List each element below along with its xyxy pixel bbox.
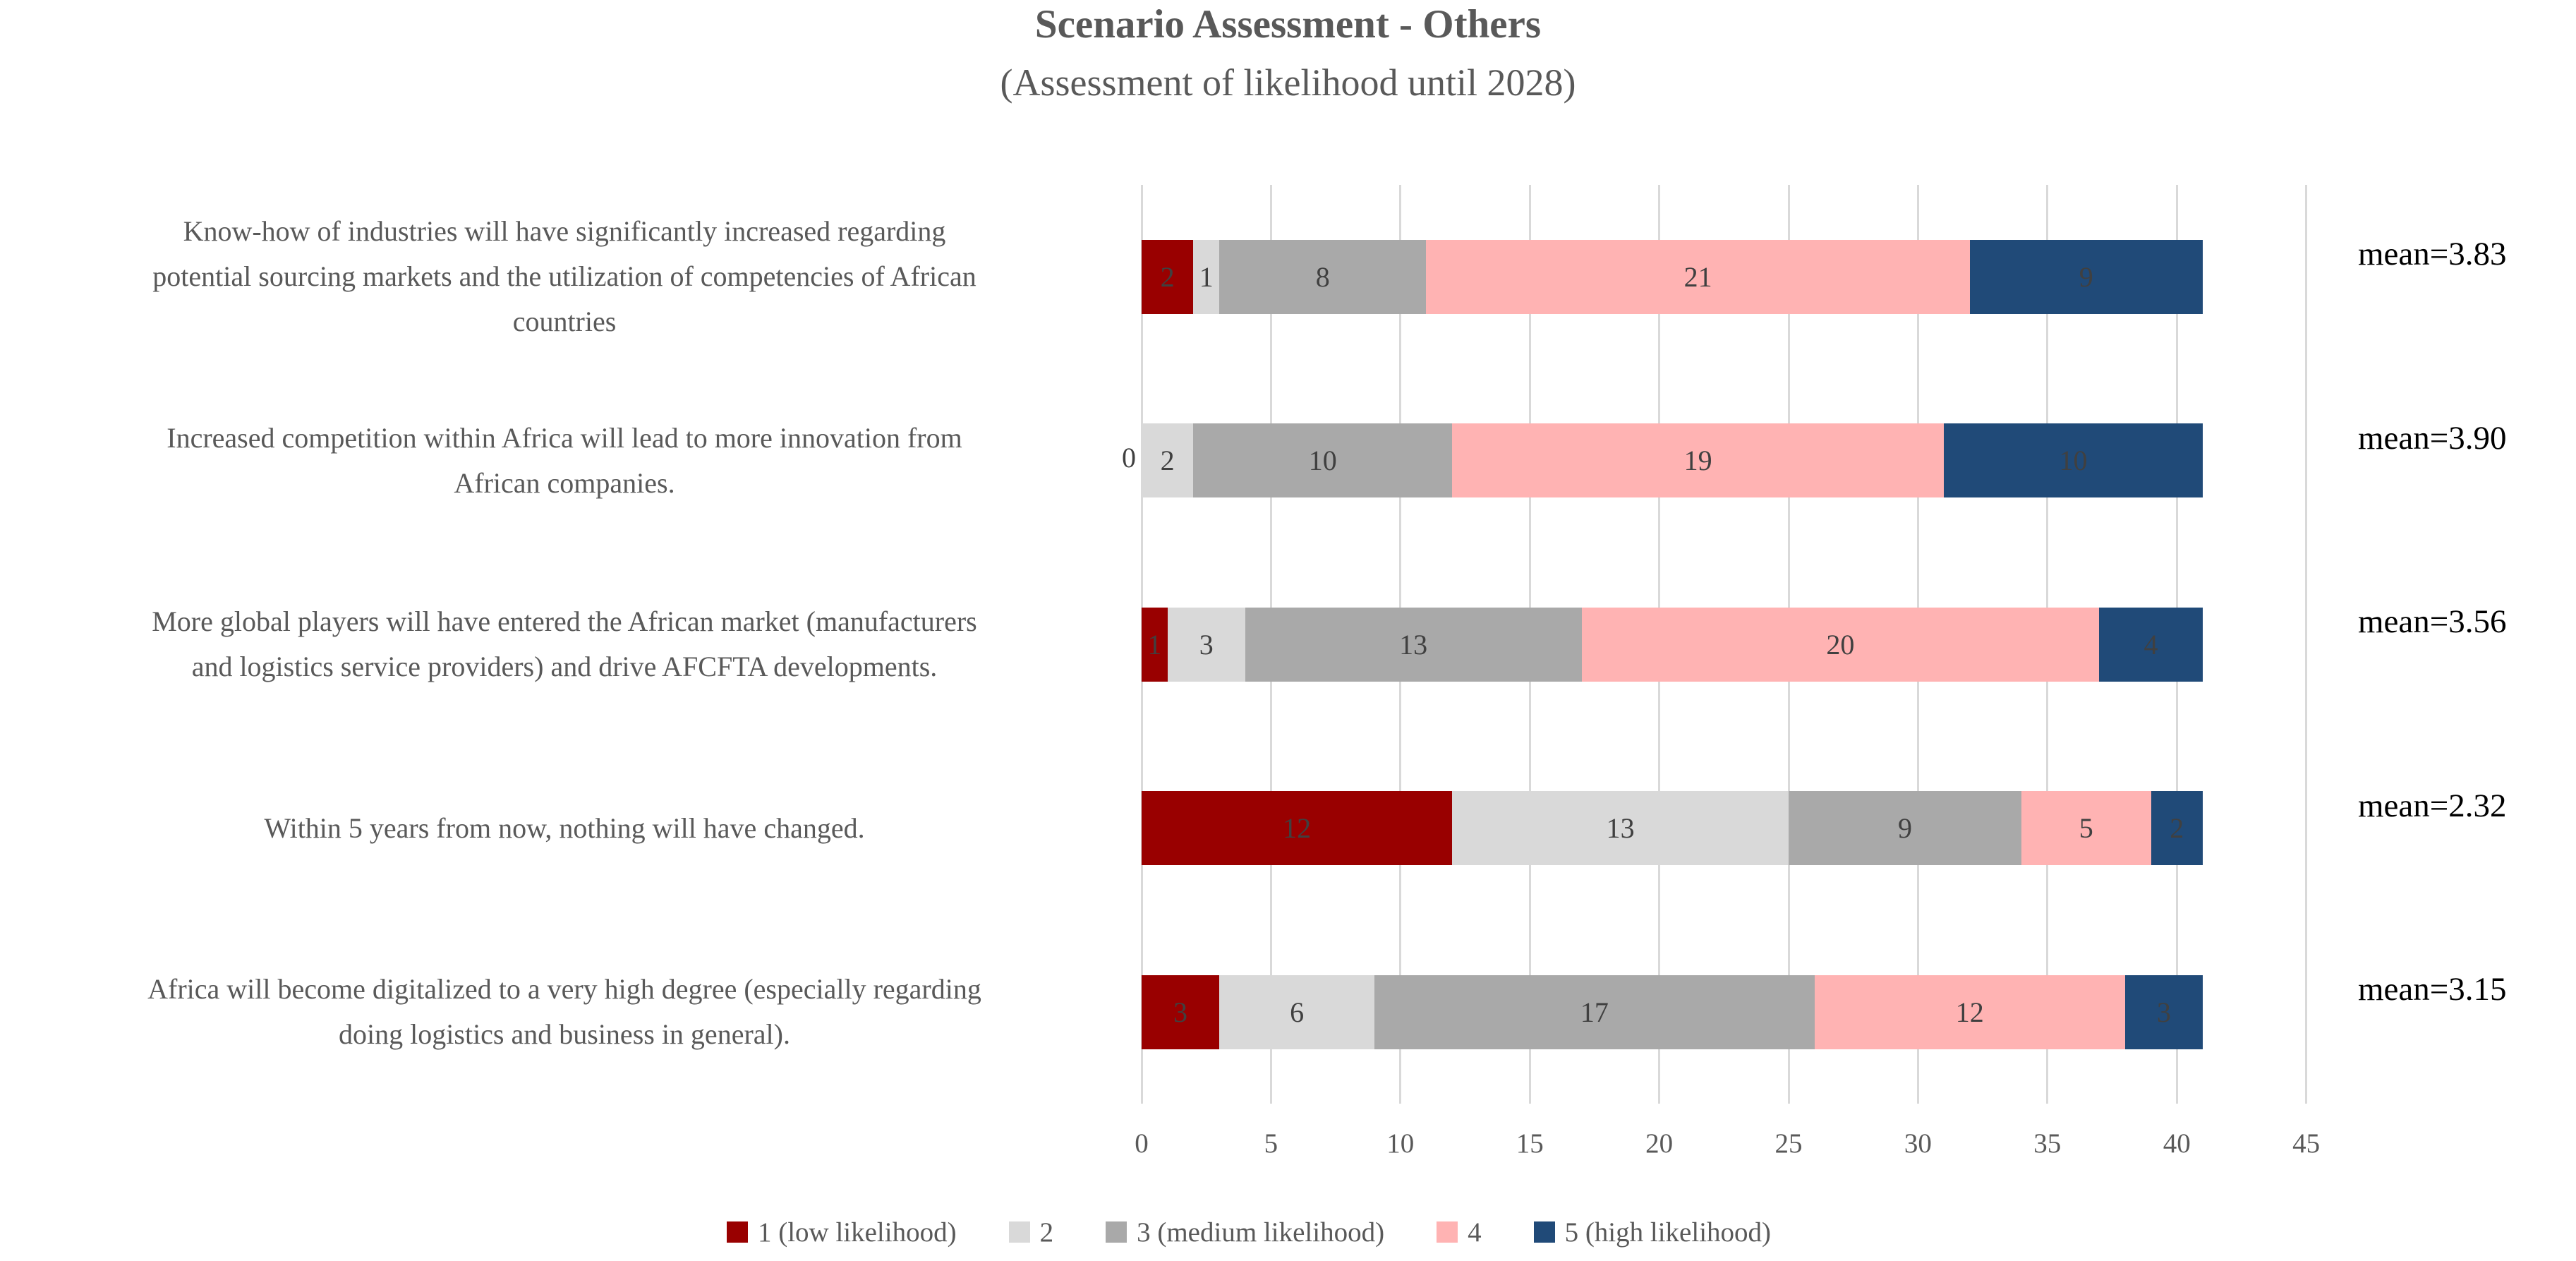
bar-value-label: 1	[1147, 628, 1162, 660]
bar-value-label: 10	[2059, 445, 2088, 477]
bar-row5-likelihood5: 3	[2124, 975, 2203, 1049]
bar-value-label: 20	[1826, 628, 1855, 660]
bar-value-label: 13	[1399, 628, 1428, 660]
bar-row3-likelihood2: 3	[1167, 607, 1245, 682]
bar-value-label: 12	[1283, 812, 1312, 845]
x-tick-40: 40	[2163, 1128, 2191, 1159]
bar-row2-likelihood5: 10	[1944, 423, 2203, 498]
legend-swatch-icon	[726, 1221, 748, 1243]
bar-value-label: 13	[1606, 812, 1635, 845]
x-tick-10: 10	[1386, 1128, 1415, 1159]
bar-value-label: 12	[1955, 996, 1984, 1028]
bar-row4-likelihood4: 5	[2021, 791, 2151, 866]
legend-item-4: 4	[1437, 1217, 1482, 1248]
bar-zero-value-label: 0	[1122, 441, 1136, 473]
mean-label-2: mean=3.90	[2358, 419, 2507, 457]
bar-value-label: 9	[1898, 812, 1913, 845]
category-label-1: Know-how of industries will have signifi…	[152, 215, 976, 338]
legend-swatch-icon	[1533, 1221, 1555, 1243]
legend-label: 2	[1039, 1217, 1054, 1248]
bar-value-label: 1	[1199, 260, 1214, 293]
bar-row1-likelihood2: 1	[1193, 239, 1220, 314]
category-label-2: Increased competition within Africa will…	[167, 421, 962, 499]
legend-item-5: 5 (high likelihood)	[1533, 1217, 1772, 1248]
bar-row1-likelihood5: 9	[1969, 239, 2203, 314]
mean-label-3: mean=3.56	[2358, 603, 2507, 641]
bar-row2-likelihood4: 19	[1452, 423, 1945, 498]
legend-item-3: 3 (medium likelihood)	[1106, 1217, 1384, 1248]
bar-value-label: 2	[1160, 260, 1175, 293]
bar-row4-likelihood5: 2	[2151, 791, 2203, 866]
bar-value-label: 3	[1173, 996, 1188, 1028]
legend-swatch-icon	[1437, 1221, 1458, 1243]
legend-label: 4	[1468, 1217, 1482, 1248]
bar-row4-likelihood1: 12	[1142, 791, 1453, 866]
legend-item-2: 2	[1008, 1217, 1054, 1248]
bar-value-label: 10	[1308, 445, 1337, 477]
bar-value-label: 19	[1683, 445, 1712, 477]
bar-row5-likelihood3: 17	[1374, 975, 1815, 1049]
bar-row1-likelihood4: 21	[1426, 239, 1970, 314]
x-tick-30: 30	[1904, 1128, 1932, 1159]
bar-value-label: 8	[1315, 260, 1330, 293]
legend-label: 5 (high likelihood)	[1564, 1217, 1772, 1248]
bar-row1-likelihood3: 8	[1219, 239, 1427, 314]
bar-row3-likelihood1: 1	[1142, 607, 1168, 682]
gridline-x-45	[2305, 185, 2308, 1104]
bar-value-label: 5	[2079, 812, 2093, 845]
bar-row3-likelihood4: 20	[1581, 607, 2100, 682]
legend-item-1: 1 (low likelihood)	[726, 1217, 957, 1248]
x-tick-15: 15	[1516, 1128, 1544, 1159]
bar-value-label: 6	[1290, 996, 1305, 1028]
category-label-3: More global players will have entered th…	[152, 605, 977, 683]
bar-value-label: 2	[2170, 812, 2184, 845]
mean-label-1: mean=3.83	[2358, 236, 2507, 273]
chart-title: Scenario Assessment - Others	[1034, 2, 1542, 47]
bar-value-label: 3	[1199, 628, 1214, 660]
legend-label: 1 (low likelihood)	[757, 1217, 957, 1248]
x-tick-35: 35	[2033, 1128, 2062, 1159]
bar-value-label: 4	[2143, 628, 2158, 660]
legend: 1 (low likelihood) 2 3 (medium likelihood)…	[42, 1211, 2455, 1253]
bar-row1-likelihood1: 2	[1142, 239, 1194, 314]
bar-row5-likelihood2: 6	[1219, 975, 1375, 1049]
bar-value-label: 17	[1580, 996, 1609, 1028]
x-tick-0: 0	[1135, 1128, 1149, 1159]
x-tick-5: 5	[1264, 1128, 1278, 1159]
bar-row2-likelihood3: 10	[1193, 423, 1453, 498]
category-label-5: Africa will become digitalized to a very…	[147, 973, 981, 1051]
mean-label-5: mean=3.15	[2358, 971, 2507, 1008]
bar-row5-likelihood4: 12	[1814, 975, 2125, 1049]
bar-value-label: 3	[2156, 996, 2171, 1028]
mean-label-4: mean=2.32	[2358, 787, 2507, 824]
legend-swatch-icon	[1106, 1221, 1127, 1243]
bar-row3-likelihood5: 4	[2099, 607, 2203, 682]
legend-label: 3 (medium likelihood)	[1137, 1217, 1385, 1248]
bar-row5-likelihood1: 3	[1142, 975, 1220, 1049]
bar-value-label: 21	[1683, 260, 1712, 293]
category-label-4: Within 5 years from now, nothing will ha…	[264, 811, 865, 844]
x-tick-25: 25	[1774, 1128, 1803, 1159]
bar-row4-likelihood3: 9	[1789, 791, 2022, 866]
x-tick-20: 20	[1645, 1128, 1674, 1159]
bar-value-label: 9	[2079, 260, 2093, 293]
bar-row3-likelihood3: 13	[1245, 607, 1582, 682]
chart-subtitle: (Assessment of likelihood until 2028)	[1000, 61, 1576, 104]
x-tick-45: 45	[2292, 1128, 2321, 1159]
bar-value-label: 2	[1160, 445, 1175, 477]
bar-row4-likelihood2: 13	[1452, 791, 1789, 866]
legend-swatch-icon	[1008, 1221, 1030, 1243]
bar-row2-likelihood2: 2	[1142, 423, 1194, 498]
